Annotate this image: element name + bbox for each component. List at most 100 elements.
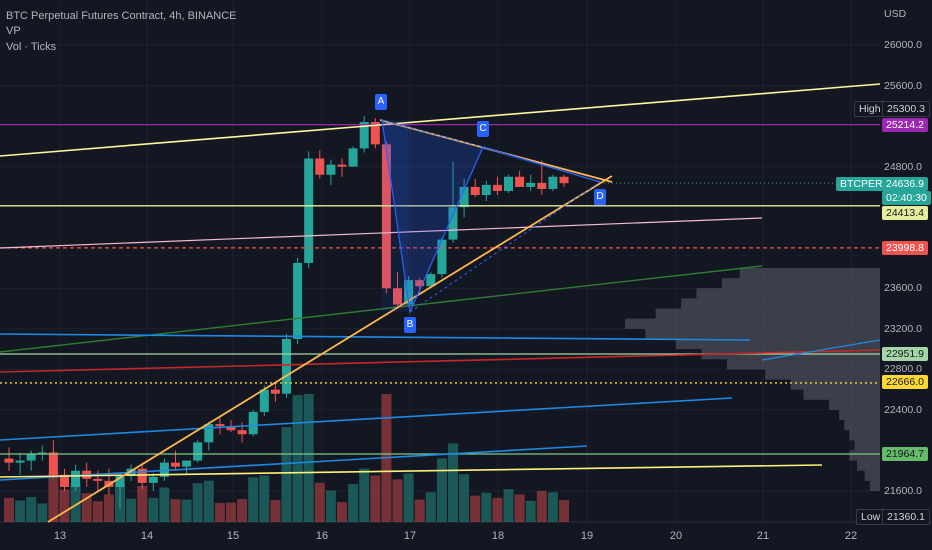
candle-body [148,476,158,483]
volume-profile-bar [790,379,880,390]
price-tick-label: 22800.0 [884,363,922,376]
level-tag-22666: 22666.0 [882,375,928,389]
candle-body [15,460,25,463]
volume-bar [26,496,37,522]
level-tag-23998: 23998.8 [882,241,928,255]
candle-body [60,474,69,487]
candle-body [426,274,436,287]
volume-bar [70,483,81,522]
volume-bar [503,489,514,522]
volume-profile-bar [645,328,880,339]
volume-bar [15,500,26,522]
candle-body [71,470,81,487]
symbol-tag: BTCPERP [836,177,894,191]
blue-channel-lower [0,445,588,481]
bar-countdown-tag: 02:40:30 [882,191,931,205]
volume-profile-bar [676,338,880,350]
chart-title: BTC Perpetual Futures Contract, 4h, BINA… [6,10,237,22]
candle-body [459,186,469,208]
volume-bar [226,502,236,522]
volume-profile-bar [696,288,880,299]
volume-bar [103,494,114,522]
volume-bar [403,473,414,522]
price-tick-label: 23600.0 [884,282,922,295]
indicator-vp-label[interactable]: VP [6,25,21,37]
candle-body [48,452,58,475]
price-tick-label: 21600.0 [884,485,922,497]
green-trendline [0,265,763,353]
volume-bar [292,395,303,522]
volume-bar [392,479,403,522]
pattern-point-c[interactable]: C [477,121,489,137]
pattern-point-b[interactable]: B [404,317,416,333]
candle-body [381,144,391,289]
time-tick-label: 14 [140,530,154,542]
volume-profile-bar [839,409,880,421]
candle-body [559,176,569,184]
candle-body [259,389,269,412]
time-tick-label: 21 [756,530,770,542]
candle-body [171,462,180,467]
volume-profile-bar [849,430,880,441]
price-tick-label: 24800.0 [884,160,922,173]
blue-short-segment [761,339,881,361]
volume-bar [270,499,281,522]
time-tick-label: 19 [580,530,594,542]
candle-body [237,430,247,435]
level-tag-21964: 21964.7 [882,447,928,461]
volume-bar [192,483,203,522]
candle-body [437,239,447,275]
volume-profile-bar [844,420,880,431]
volume-bar [237,499,248,522]
volume-bar [303,394,314,522]
candle-body [326,164,336,175]
candle-body [348,148,358,167]
candle-body [448,207,458,240]
pattern-point-a[interactable]: A [375,94,387,110]
mid-pink-trendline [0,217,763,249]
indicator-volume-label[interactable]: Vol · Ticks [6,41,57,53]
candle-body [115,474,125,487]
low-value-tag: 21360.1 [882,509,930,525]
volume-profile-bar [727,359,880,370]
volume-profile-bar [765,369,880,380]
time-tick-label: 17 [403,530,417,542]
volume-bar [559,500,569,522]
volume-bar [314,482,325,522]
high-value-tag: 25300.3 [882,101,930,117]
volume-bar [4,497,14,522]
candle-body [215,424,225,427]
volume-bar [514,494,525,522]
volume-bar [448,443,458,522]
candle-body [481,184,491,196]
candle-body [370,122,380,145]
candle-body [293,262,303,339]
volume-bar [337,502,347,522]
volume-profile-bar [721,278,880,289]
volume-profile-bar [857,460,880,471]
volume-bar [92,501,103,522]
abcd-pattern-bd-line [409,181,601,313]
volume-profile-bar [625,318,880,329]
pattern-point-d[interactable]: D [594,189,606,205]
volume-bar [436,458,447,522]
volume-profile-bar [869,480,880,491]
price-tick-label: 23200.0 [884,322,922,335]
candle-body [93,478,103,481]
purple-level-tag: 25214.2 [882,118,928,132]
volume-bar [170,499,181,522]
candle-body [4,458,14,463]
candle-body [270,389,280,394]
candle-body [315,158,325,175]
currency-label: USD [884,8,907,20]
volume-bar [59,489,70,522]
volume-profile-bar [739,268,880,279]
volume-bar [470,495,481,522]
high-label: High [854,101,886,117]
candle-body [548,176,558,189]
volume-bar [81,493,92,522]
volume-bar [525,500,536,522]
abcd-shade-box [382,120,408,312]
